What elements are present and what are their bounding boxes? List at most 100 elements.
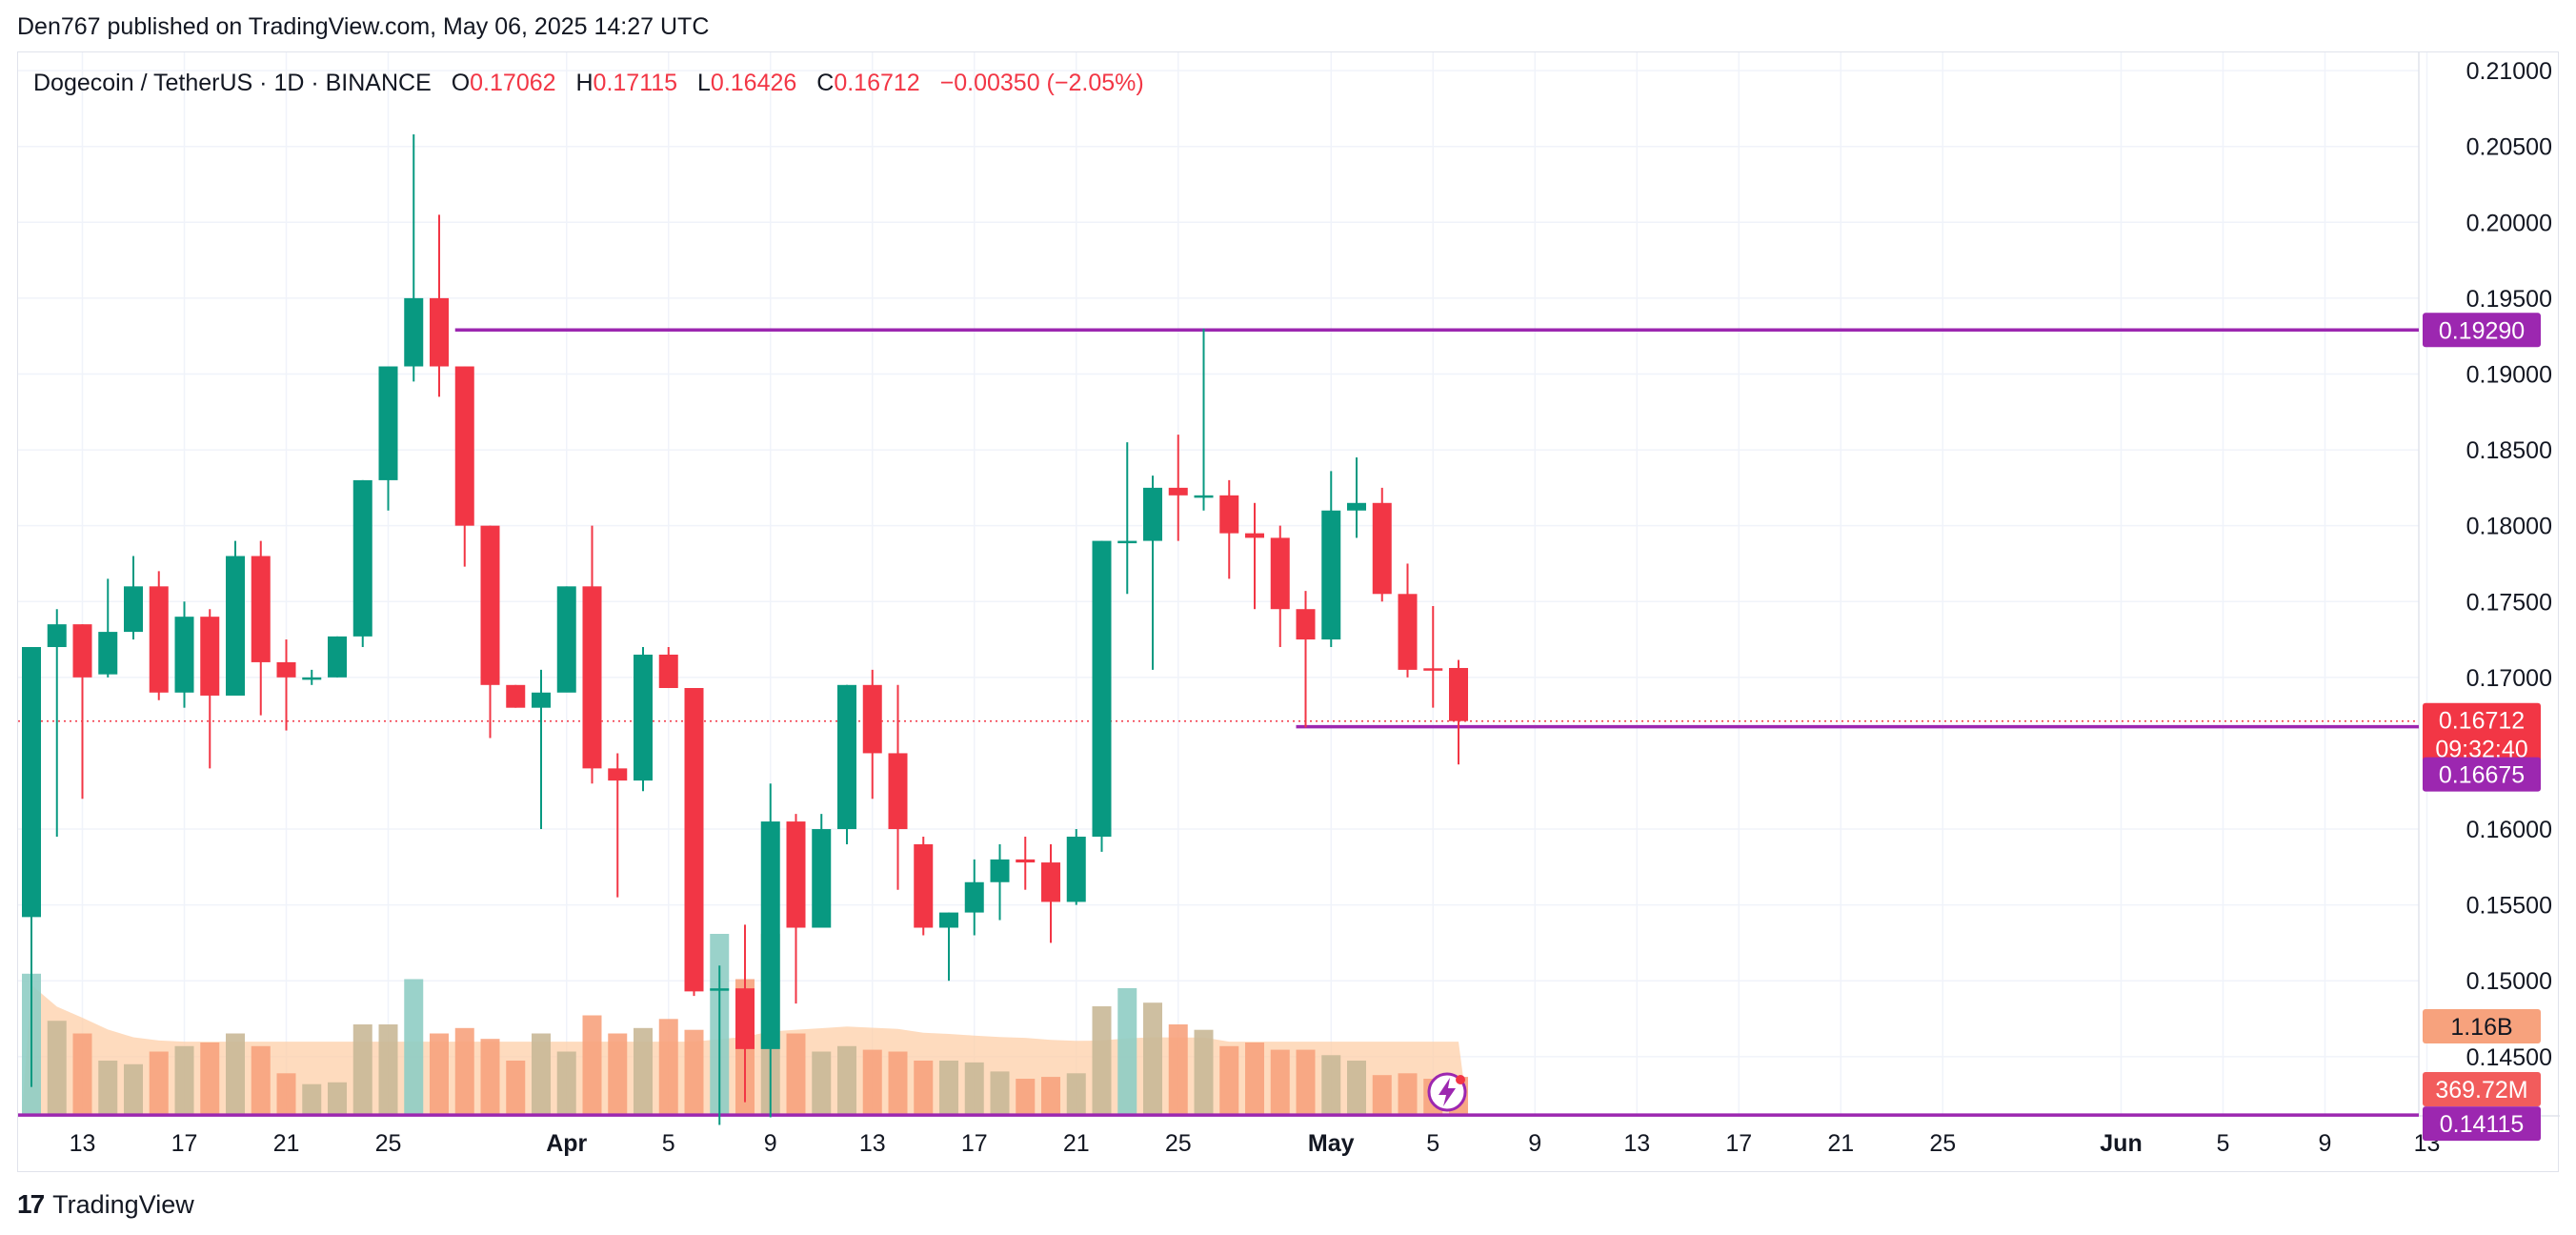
level-badge	[2423, 313, 2541, 348]
volume-bar	[786, 1033, 806, 1115]
time-tick-label: 25	[1165, 1130, 1192, 1157]
volume-bar	[532, 1033, 551, 1115]
volume-bar	[302, 1083, 322, 1115]
candle-body	[430, 297, 449, 367]
candle-body	[862, 684, 882, 754]
volume-bar	[990, 1071, 1010, 1115]
volume-bar	[1041, 1077, 1060, 1115]
price-tick-label: 0.18500	[2466, 437, 2552, 464]
tradingview-logo[interactable]: 17 TradingView	[17, 1189, 194, 1219]
volume-bar	[608, 1033, 628, 1115]
price-tick-label: 0.19500	[2466, 286, 2552, 313]
volume-bar	[1245, 1043, 1264, 1115]
volume-bar	[1168, 1024, 1188, 1115]
candle-body	[200, 617, 220, 696]
candle-body	[251, 556, 271, 662]
candle-body	[1092, 540, 1112, 837]
volume-badge	[2423, 1072, 2541, 1106]
time-tick-label: May	[1308, 1130, 1355, 1157]
candle-body	[608, 768, 628, 781]
candle-body	[1321, 510, 1341, 640]
candle-body	[914, 843, 934, 928]
candle-body	[582, 586, 602, 769]
lightning-icon[interactable]	[1427, 1072, 1467, 1112]
volume-bar	[200, 1043, 220, 1115]
volume-bar	[1398, 1073, 1418, 1115]
time-tick-label: Jun	[2100, 1130, 2142, 1157]
volume-bar	[1347, 1061, 1366, 1115]
candle-body	[72, 624, 92, 678]
time-tick-label: 5	[662, 1130, 675, 1157]
volume-bar	[837, 1045, 856, 1115]
candle-body	[1168, 487, 1188, 496]
volume-bar	[72, 1033, 92, 1115]
volume-bar	[98, 1061, 118, 1115]
volume-bar	[1117, 988, 1137, 1115]
price-tick-label: 0.14500	[2466, 1044, 2552, 1071]
candle-body	[735, 988, 755, 1049]
volume-bar	[404, 979, 424, 1115]
last-price-badge	[2423, 702, 2541, 766]
candle-body	[1066, 836, 1086, 902]
price-tick-label: 0.15500	[2466, 893, 2552, 920]
time-tick-label: 21	[1063, 1130, 1090, 1157]
legend-low: 0.16426	[711, 70, 796, 96]
candle-body	[658, 654, 678, 688]
time-tick-label: 5	[1426, 1130, 1439, 1157]
candle-body	[1143, 487, 1162, 541]
candle-body	[990, 859, 1010, 882]
candle-body	[760, 821, 780, 1049]
volume-bar	[556, 1051, 576, 1115]
candle-body	[684, 687, 704, 992]
level-badge-text: 0.16675	[2439, 762, 2525, 789]
time-tick-label: 17	[171, 1130, 198, 1157]
volume-bar	[506, 1061, 526, 1115]
time-tick-label: 21	[1827, 1130, 1854, 1157]
volume-bar	[1270, 1049, 1290, 1115]
time-tick-label: 17	[961, 1130, 988, 1157]
volume-bar	[328, 1082, 347, 1115]
volume-bar	[1321, 1055, 1341, 1115]
candle-body	[378, 366, 398, 480]
candle-body	[1296, 609, 1316, 640]
volume-ma-badge	[2423, 1009, 2541, 1043]
candle-body	[328, 636, 347, 678]
volume-bar	[430, 1033, 449, 1115]
candle-body	[964, 881, 984, 913]
price-tick-label: 0.15000	[2466, 968, 2552, 995]
price-tick-label: 0.18000	[2466, 514, 2552, 540]
volume-bar	[888, 1051, 908, 1115]
svg-text:Dogecoin / TetherUS · 1D · BIN: Dogecoin / TetherUS · 1D · BINANCE O0.17…	[33, 70, 1144, 96]
volume-bar	[582, 1015, 602, 1115]
legend-symbol: Dogecoin / TetherUS · 1D · BINANCE	[33, 70, 432, 96]
time-tick-label: 9	[1528, 1130, 1541, 1157]
time-tick-label: 9	[2319, 1130, 2332, 1157]
candle-body	[352, 479, 372, 637]
candle-body	[837, 684, 856, 830]
volume-bar	[914, 1061, 934, 1115]
volume-bar	[1372, 1075, 1392, 1115]
time-tick-label: Apr	[546, 1130, 587, 1157]
legend-open: 0.17062	[470, 70, 555, 96]
volume-bar	[352, 1024, 372, 1115]
candle-body	[1194, 495, 1214, 498]
candle-body	[1347, 502, 1366, 511]
candle-body	[1219, 495, 1239, 534]
candlestick-chart[interactable]: 0.21000 0.20500 0.20000 0.19500 0.19000 0.185…	[18, 52, 2560, 1173]
candle-body	[480, 525, 500, 685]
candle-body	[1423, 668, 1443, 671]
candle-body	[1117, 540, 1137, 544]
time-tick-label: 9	[764, 1130, 777, 1157]
candle-body	[812, 829, 832, 928]
volume-bar	[174, 1045, 194, 1115]
candle-body	[98, 632, 118, 675]
level-badge-text: 0.14115	[2440, 1111, 2525, 1138]
candle-body	[174, 617, 194, 693]
publisher-caption: Den767 published on TradingView.com, May…	[17, 13, 710, 40]
volume-bar	[964, 1062, 984, 1115]
time-tick-label: 13	[70, 1130, 96, 1157]
time-tick-label: 21	[273, 1130, 300, 1157]
chart-frame[interactable]: 0.21000 0.20500 0.20000 0.19500 0.19000 0.185…	[17, 51, 2560, 1173]
price-tick-label: 0.20500	[2466, 134, 2552, 161]
level-badge-text: 0.19290	[2439, 317, 2525, 344]
